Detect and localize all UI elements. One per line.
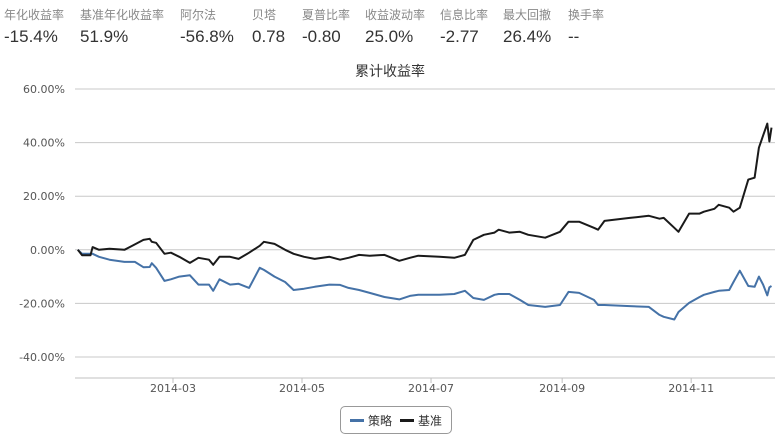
legend-item-strategy[interactable]: 策略: [349, 412, 392, 429]
legend-label: 策略: [367, 413, 392, 428]
stat-4: 夏普比率 -0.80: [302, 6, 350, 47]
stat-label: 阿尔法: [180, 8, 217, 22]
strategy-swatch-icon: [349, 418, 364, 422]
stat-2: 阿尔法 -56.8%: [180, 6, 234, 47]
stat-value: -56.8%: [180, 27, 234, 46]
x-tick-label: 2014-09: [539, 382, 585, 395]
x-tick-label: 2014-11: [668, 382, 714, 395]
y-tick-label: 0.00%: [30, 244, 65, 257]
stat-1: 基准年化收益率 51.9%: [80, 6, 164, 47]
chart-title: 累计收益率: [355, 63, 425, 80]
stat-label: 换手率: [568, 8, 605, 22]
stat-label: 信息比率: [440, 8, 489, 22]
stat-label: 基准年化收益率: [80, 8, 165, 22]
x-tick-label: 2014-05: [279, 382, 325, 395]
benchmark-swatch-icon: [400, 418, 414, 422]
stat-value: 0.78: [252, 27, 286, 46]
stat-6: 信息比率 -2.77: [440, 6, 488, 47]
stat-label: 贝塔: [252, 8, 277, 22]
y-tick-label: 60.00%: [23, 83, 65, 96]
stat-7: 最大回撤 26.4%: [503, 6, 551, 47]
stat-value: 51.9%: [80, 27, 129, 46]
stat-5: 收益波动率 25.0%: [365, 6, 425, 47]
y-tick-label: -20.00%: [19, 297, 65, 310]
legend-item-benchmark[interactable]: 基准: [400, 412, 442, 429]
stat-value: -15.4%: [4, 27, 58, 46]
stat-value: 26.4%: [503, 27, 552, 46]
stat-8: 换手率 --: [568, 6, 604, 47]
y-tick-label: -40.00%: [19, 351, 65, 364]
x-tick-label: 2014-07: [408, 382, 454, 395]
stat-0: 年化收益率 -15.4%: [4, 6, 64, 47]
stat-3: 贝塔 0.78: [252, 6, 285, 47]
stat-value: --: [568, 27, 580, 46]
stat-label: 收益波动率: [365, 8, 426, 22]
legend: 策略 基准: [340, 406, 452, 434]
x-tick-label: 2014-03: [150, 382, 196, 395]
stat-label: 最大回撤: [503, 8, 552, 22]
stat-label: 年化收益率: [4, 8, 65, 22]
benchmark-line: [77, 122, 773, 266]
y-tick-label: 40.00%: [23, 137, 65, 150]
stat-value: -0.80: [302, 27, 341, 46]
stat-label: 夏普比率: [302, 8, 351, 22]
y-tick-label: 20.00%: [23, 190, 65, 203]
stat-value: 25.0%: [365, 27, 414, 46]
stat-value: -2.77: [440, 27, 479, 46]
strategy-line: [77, 249, 773, 321]
legend-label: 基准: [418, 413, 443, 428]
